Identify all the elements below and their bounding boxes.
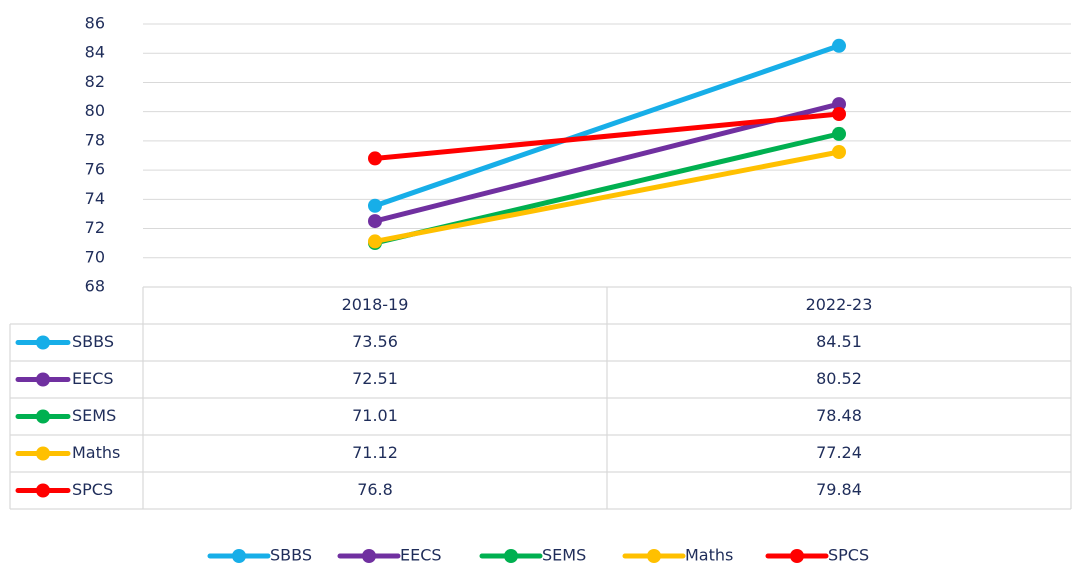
table-value: 78.48 <box>816 406 862 425</box>
table-value: 71.12 <box>352 443 398 462</box>
marker <box>368 151 382 166</box>
y-tick-label: 70 <box>85 247 105 266</box>
y-tick-label: 86 <box>85 14 105 33</box>
line <box>372 111 842 161</box>
line <box>372 149 842 244</box>
table-value: 72.51 <box>352 369 398 388</box>
legend-key-marker <box>232 549 246 563</box>
y-tick-label: 80 <box>85 101 105 120</box>
table-key-marker <box>36 446 50 461</box>
marker <box>368 234 382 249</box>
legend-label: Maths <box>685 546 733 565</box>
marker <box>832 144 846 159</box>
legend-key-marker <box>362 549 376 563</box>
table-series-name: EECS <box>72 369 114 388</box>
legend-label: SBBS <box>270 546 312 565</box>
table-value: 80.52 <box>816 369 862 388</box>
legend-key-marker <box>647 549 661 563</box>
legend-key-marker <box>504 549 518 563</box>
table-value: 79.84 <box>816 480 862 499</box>
table-value: 73.56 <box>352 332 398 351</box>
y-tick-label: 78 <box>85 130 105 149</box>
y-tick-label: 72 <box>85 218 105 237</box>
legend-label: EECS <box>400 546 442 565</box>
y-tick-label: 76 <box>85 160 105 179</box>
table-series-name: SEMS <box>72 406 116 425</box>
y-tick-label: 82 <box>85 72 105 91</box>
legend-key-marker <box>790 549 804 563</box>
table-value: 71.01 <box>352 406 398 425</box>
y-tick-label: 68 <box>85 277 105 296</box>
legend-label: SPCS <box>828 546 869 565</box>
y-tick-label: 84 <box>85 43 105 62</box>
table-key-marker <box>36 335 50 350</box>
table-series-name: SPCS <box>72 480 113 499</box>
marker <box>368 214 382 229</box>
marker <box>832 97 846 112</box>
table-series-name: Maths <box>72 443 120 462</box>
table-key-marker <box>36 372 50 387</box>
table-value: 77.24 <box>816 443 862 462</box>
table-value: 76.8 <box>357 480 393 499</box>
x-tick-label: 2022-23 <box>806 295 873 314</box>
table-key-marker <box>36 483 50 498</box>
table-value: 84.51 <box>816 332 862 351</box>
marker <box>832 107 846 122</box>
line <box>372 43 842 209</box>
marker <box>368 198 382 213</box>
table-key-marker <box>36 409 50 424</box>
marker <box>832 126 846 141</box>
marker <box>832 38 846 53</box>
x-tick-label: 2018-19 <box>342 295 409 314</box>
y-tick-label: 74 <box>85 189 105 208</box>
legend-label: SEMS <box>542 546 586 565</box>
table-series-name: SBBS <box>72 332 114 351</box>
